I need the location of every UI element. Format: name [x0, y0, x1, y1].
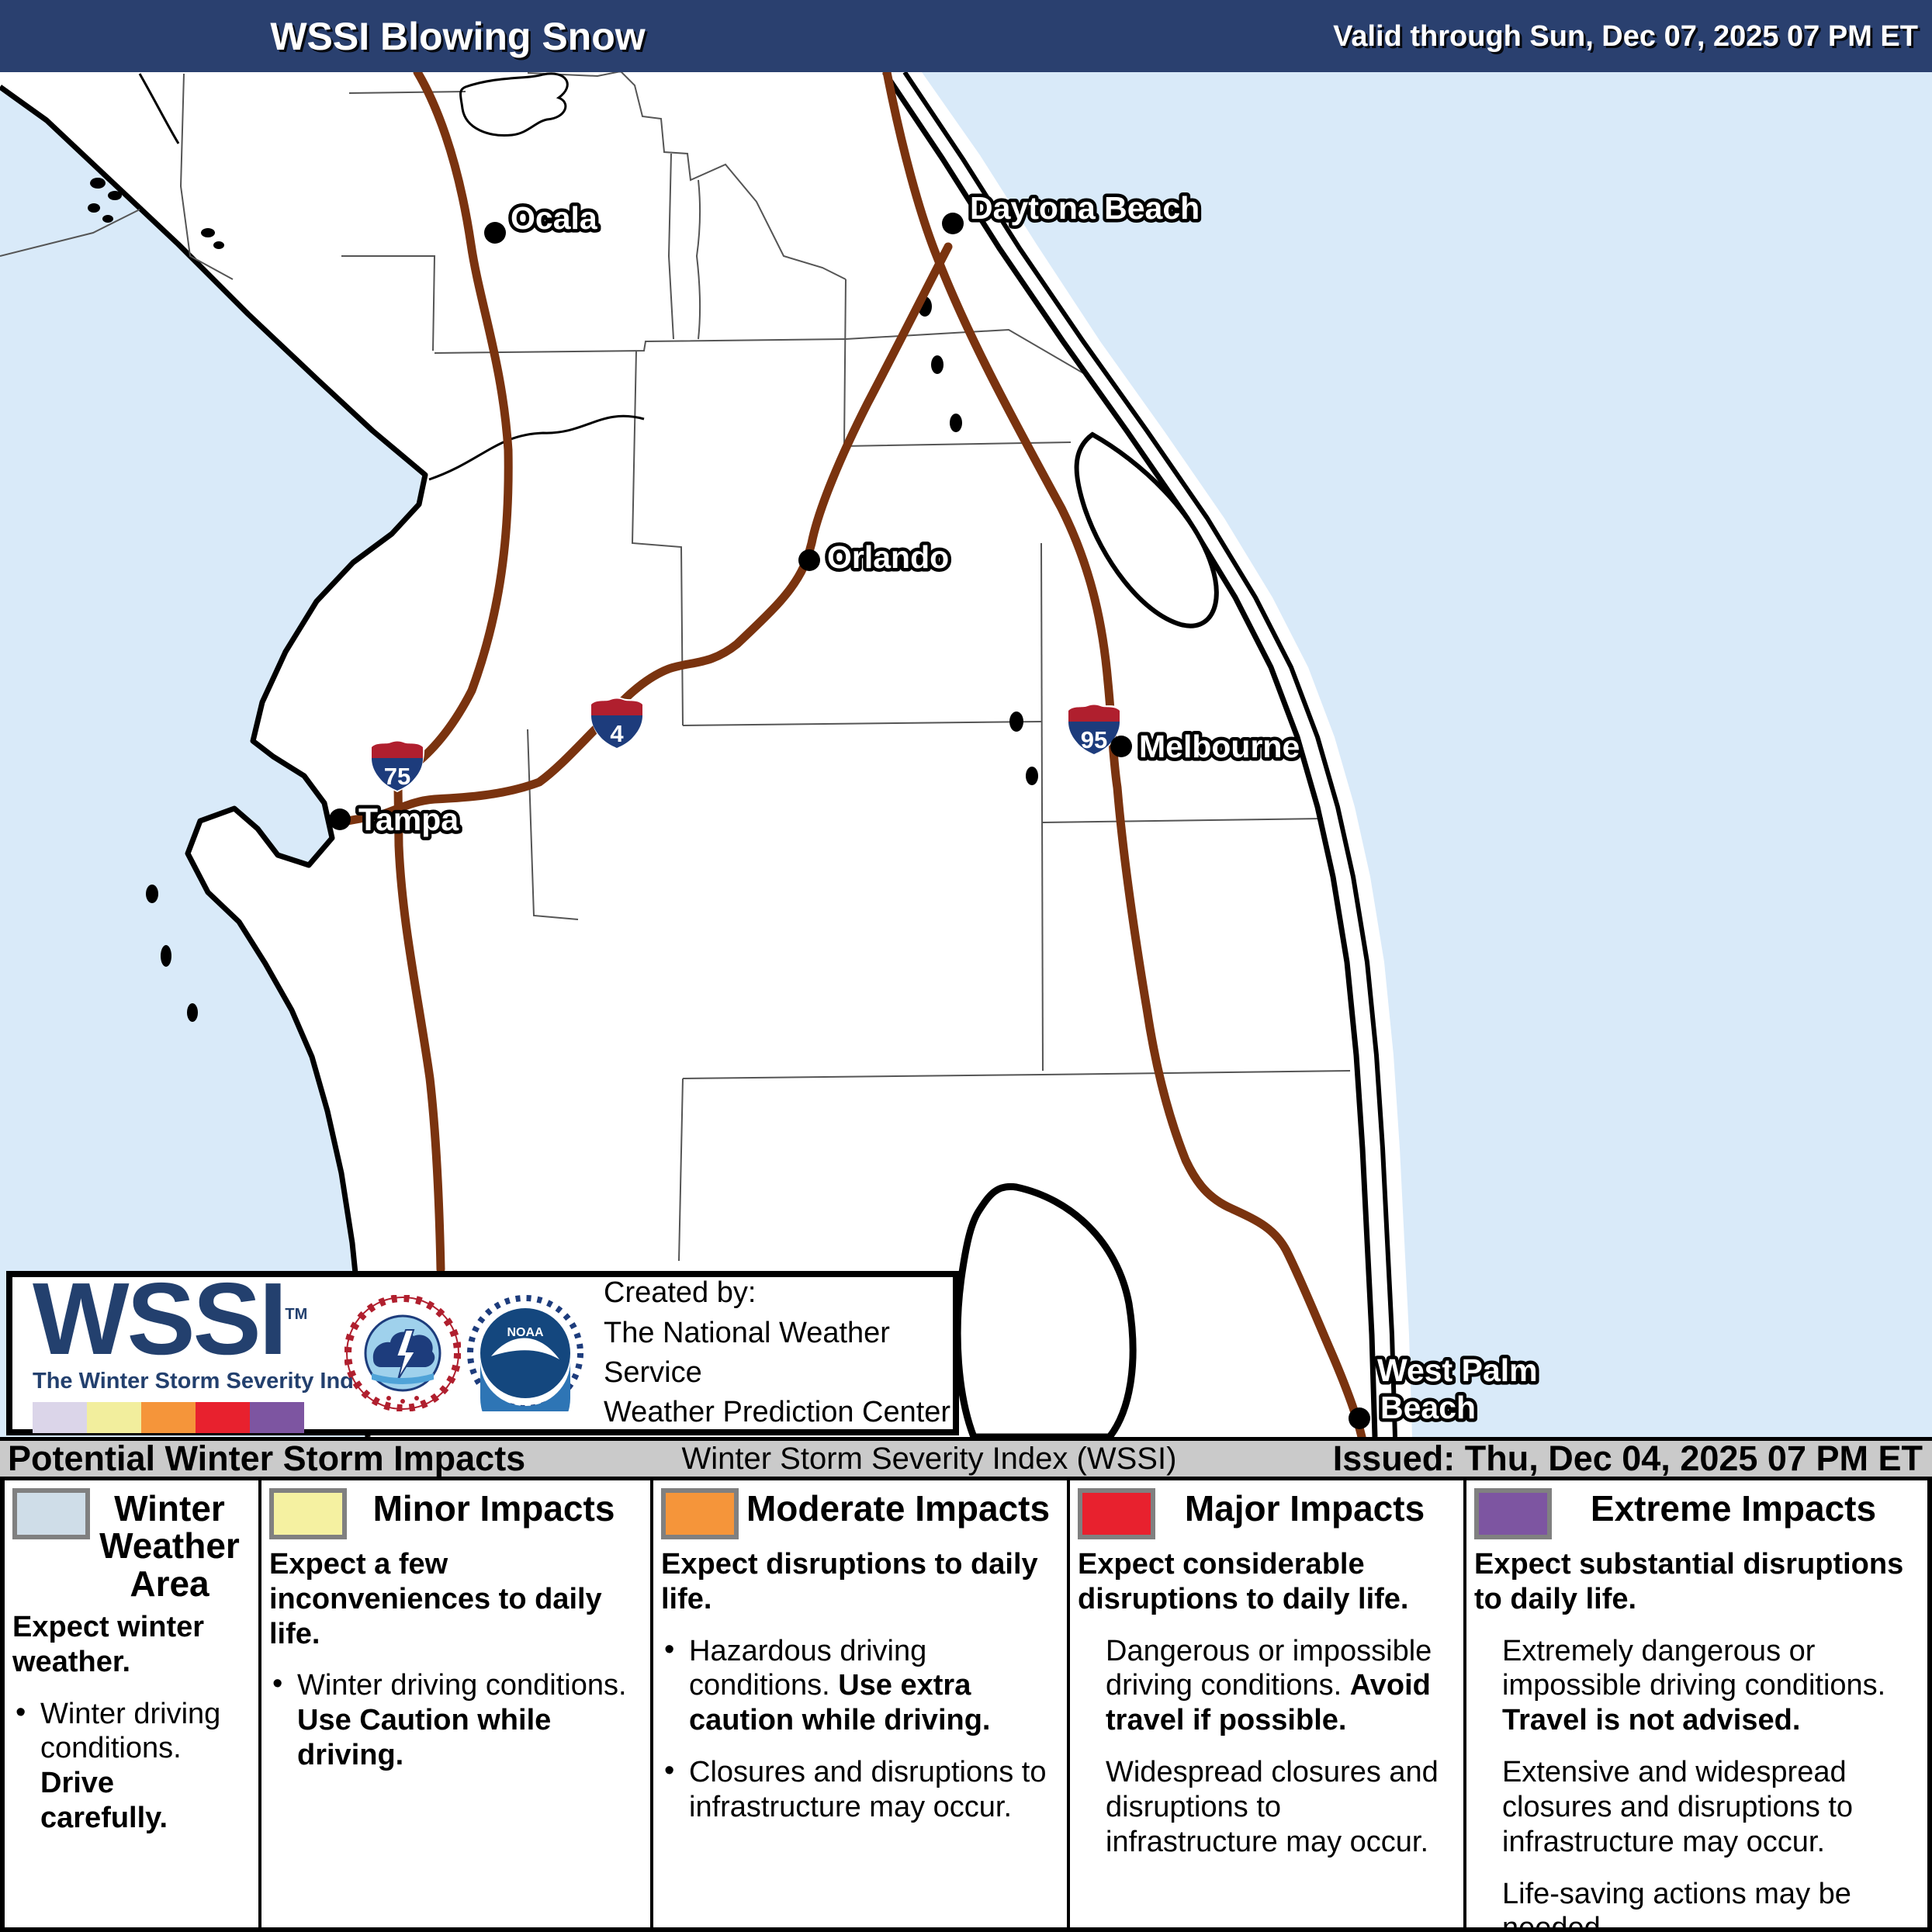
legend-item: Extensive and widespread closures and di… [1502, 1756, 1854, 1858]
page-title: WSSI Blowing Snow [270, 15, 646, 58]
nws-logo-icon [345, 1295, 461, 1411]
florida-map: 75 4 95 [0, 72, 1932, 1437]
cape-canaveral [1074, 431, 1219, 628]
legend-lead: Expect disruptions to daily life. [661, 1548, 1038, 1615]
moderate-impacts-swatch [661, 1488, 739, 1539]
legend-title: Major Impacts [1184, 1488, 1425, 1529]
legend-item: Extremely dangerous or impossible drivin… [1502, 1634, 1886, 1737]
legend-lead: Expect winter weather. [12, 1610, 205, 1678]
city-label-orlando: Orlando [827, 539, 949, 575]
trademark-symbol: TM [285, 1306, 308, 1324]
city-dot-daytona-beach [942, 213, 964, 234]
status-bar-title: Potential Winter Storm Impacts [8, 1439, 526, 1478]
city-dots [329, 213, 1370, 1429]
gulf-of-mexico [0, 87, 425, 1437]
legend-column-major-impacts: Major Impacts Expect considerable disrup… [1067, 1480, 1463, 1927]
wssi-credit-box: WSSITM The Winter Storm Severity Index [6, 1268, 959, 1435]
bullet-glyph: • [664, 1633, 675, 1666]
legend-title: Extreme Impacts [1590, 1488, 1877, 1529]
svg-text:75: 75 [384, 763, 410, 790]
extreme-impacts-swatch [1474, 1488, 1552, 1539]
minor-impacts-swatch [269, 1488, 347, 1539]
legend-item: • Winter driving conditions. Drive caref… [16, 1695, 221, 1835]
issued-timestamp: Issued: Thu, Dec 04, 2025 07 PM ET [1332, 1439, 1923, 1478]
credit-org-line1: The National Weather Service [604, 1316, 890, 1389]
atlantic-ocean [922, 72, 1932, 1437]
gulf-coastline [0, 85, 428, 1437]
atlantic-coastline [882, 72, 1378, 1437]
legend-title: Minor Impacts [372, 1488, 615, 1529]
city-label-daytona-beach: Daytona Beach [970, 190, 1200, 226]
bullet-glyph: • [16, 1695, 26, 1729]
wssi-severity-color-strip [33, 1401, 338, 1433]
road-i95 [882, 72, 1366, 1437]
legend-item: • Closures and disruptions to infrastruc… [664, 1754, 1047, 1823]
created-by-label: Created by: [604, 1276, 757, 1310]
bullet-glyph: • [664, 1754, 675, 1788]
svg-text:4: 4 [610, 720, 624, 747]
city-dot-melbourne [1110, 736, 1132, 757]
wssi-logo-text: WSSI [33, 1262, 287, 1376]
legend-lead: Expect a few inconveniences to daily lif… [269, 1548, 602, 1650]
city-label-west-palm-beach-line2: Beach [1380, 1390, 1476, 1425]
status-bar-subtitle: Winter Storm Severity Index (WSSI) [681, 1441, 1177, 1476]
credit-org-line2: Weather Prediction Center [604, 1396, 951, 1429]
barrier-island [902, 72, 1397, 1437]
legend-column-extreme-impacts: Extreme Impacts Expect substantial disru… [1463, 1480, 1924, 1932]
major-impacts-swatch [1078, 1488, 1155, 1539]
interstate-roads [343, 72, 1366, 1437]
legend-lead: Expect substantial disruptions to daily … [1474, 1548, 1904, 1615]
strip-major [196, 1401, 250, 1433]
header-bar: WSSI Blowing Snow Valid through Sun, Dec… [0, 0, 1932, 72]
legend-item: Widespread closures and disruptions to i… [1106, 1756, 1439, 1858]
legend-column-moderate-impacts: Moderate Impacts Expect disruptions to d… [650, 1480, 1067, 1927]
gulf-islands [88, 178, 224, 1022]
wssi-tagline: The Winter Storm Severity Index [33, 1368, 379, 1394]
interstate-shield-i75: 75 [369, 739, 425, 792]
status-bar: Potential Winter Storm Impacts Winter St… [0, 1437, 1932, 1480]
city-label-tampa: Tampa [358, 802, 459, 837]
valid-through-timestamp: Valid through Sun, Dec 07, 2025 07 PM ET [1333, 20, 1918, 53]
road-i75 [393, 72, 513, 1274]
interstate-shield-i4: 4 [589, 697, 645, 750]
city-dot-orlando [798, 549, 820, 571]
map-area: 75 4 95 [0, 72, 1932, 1437]
strip-winter [33, 1401, 87, 1433]
legend-item: • Winter driving conditions. Use Caution… [272, 1667, 627, 1772]
legend-title: Winter Weather Area [99, 1488, 240, 1604]
lagoon-islets [918, 296, 1038, 785]
city-dot-west-palm-beach [1349, 1407, 1370, 1429]
strip-moderate [141, 1401, 196, 1433]
svg-text:NOAA: NOAA [507, 1326, 544, 1339]
city-label-melbourne: Melbourne [1139, 729, 1300, 764]
credit-text: Created by: The National Weather Service… [604, 1273, 953, 1432]
legend-lead: Expect considerable disruptions to daily… [1078, 1548, 1409, 1615]
legend-column-minor-impacts: Minor Impacts Expect a few inconvenience… [258, 1480, 650, 1927]
lake-okeechobee [954, 1182, 1137, 1437]
svg-text:95: 95 [1081, 726, 1107, 753]
strip-minor [87, 1401, 141, 1433]
interstate-shield-i95: 95 [1066, 703, 1122, 756]
legend-item: • Hazardous driving conditions. Use extr… [664, 1633, 991, 1737]
legend-column-winter-weather-area: Winter Weather Area Expect winter weathe… [5, 1480, 258, 1927]
city-dot-ocala [484, 222, 506, 244]
winter-weather-swatch [12, 1488, 90, 1539]
wssi-logo: WSSITM The Winter Storm Severity Index [12, 1268, 379, 1433]
legend-title: Moderate Impacts [746, 1488, 1051, 1529]
city-label-ocala: Ocala [511, 200, 598, 236]
legend-item: Dangerous or impossible driving conditio… [1106, 1634, 1432, 1737]
strip-extreme [250, 1401, 304, 1433]
city-label-west-palm-beach-line1: West Palm [1377, 1352, 1538, 1388]
impact-legend: Winter Weather Area Expect winter weathe… [0, 1480, 1932, 1932]
road-i4 [343, 242, 953, 826]
bullet-glyph: • [272, 1667, 283, 1701]
noaa-logo-icon: NOAA [467, 1295, 583, 1411]
legend-item: Life-saving actions may be needed. [1502, 1877, 1851, 1932]
city-dot-tampa [329, 808, 351, 830]
rivers-and-lakes [138, 72, 645, 481]
